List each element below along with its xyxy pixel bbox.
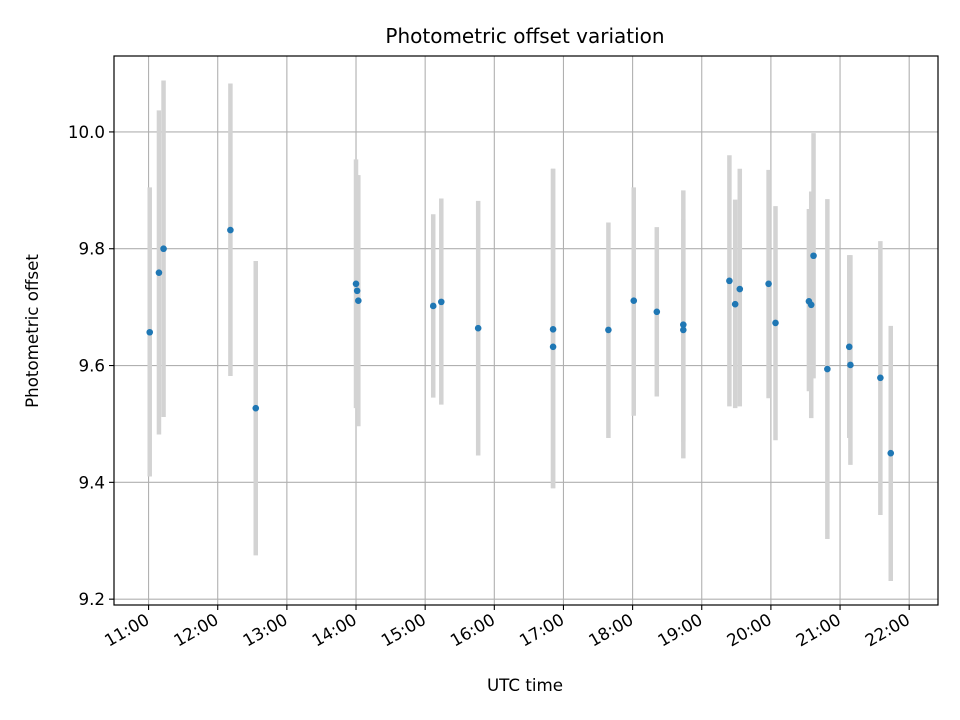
- data-point: [549, 326, 557, 333]
- data-point: [810, 252, 817, 260]
- data-point: [877, 374, 884, 382]
- y-tick-label: 9.8: [78, 239, 105, 259]
- data-point: [887, 449, 895, 457]
- data-point: [847, 361, 854, 369]
- y-tick-label: 9.6: [78, 356, 105, 376]
- data-point: [630, 297, 638, 305]
- data-point: [437, 298, 445, 306]
- y-tick-label: 9.2: [78, 589, 105, 609]
- data-point: [155, 269, 163, 276]
- data-point: [352, 280, 360, 288]
- data-point: [807, 301, 815, 309]
- data-points: [146, 226, 895, 457]
- data-point: [160, 245, 167, 253]
- data-point: [353, 287, 361, 295]
- data-point: [824, 365, 831, 373]
- data-point: [765, 280, 772, 288]
- data-point: [355, 297, 362, 305]
- data-point: [252, 404, 260, 412]
- grid: [114, 56, 938, 605]
- y-tick-label: 9.4: [78, 472, 105, 492]
- data-point: [146, 328, 154, 336]
- plot-area-frame: [113, 55, 939, 606]
- data-point: [227, 226, 234, 234]
- data-point: [429, 302, 437, 310]
- data-point: [653, 308, 661, 316]
- data-point: [605, 326, 612, 334]
- data-point: [726, 277, 733, 285]
- data-point: [731, 300, 739, 308]
- y-tick-label: 10.0: [68, 122, 105, 142]
- data-point: [680, 321, 687, 328]
- chart-title: Photometric offset variation: [385, 24, 664, 48]
- data-point: [736, 285, 744, 293]
- data-point: [680, 326, 687, 334]
- data-point: [474, 324, 482, 332]
- data-point: [772, 319, 779, 327]
- data-point: [549, 343, 557, 351]
- data-point: [845, 343, 853, 351]
- x-axis-title: UTC time: [487, 675, 563, 695]
- y-axis-title: Photometric offset: [22, 254, 42, 408]
